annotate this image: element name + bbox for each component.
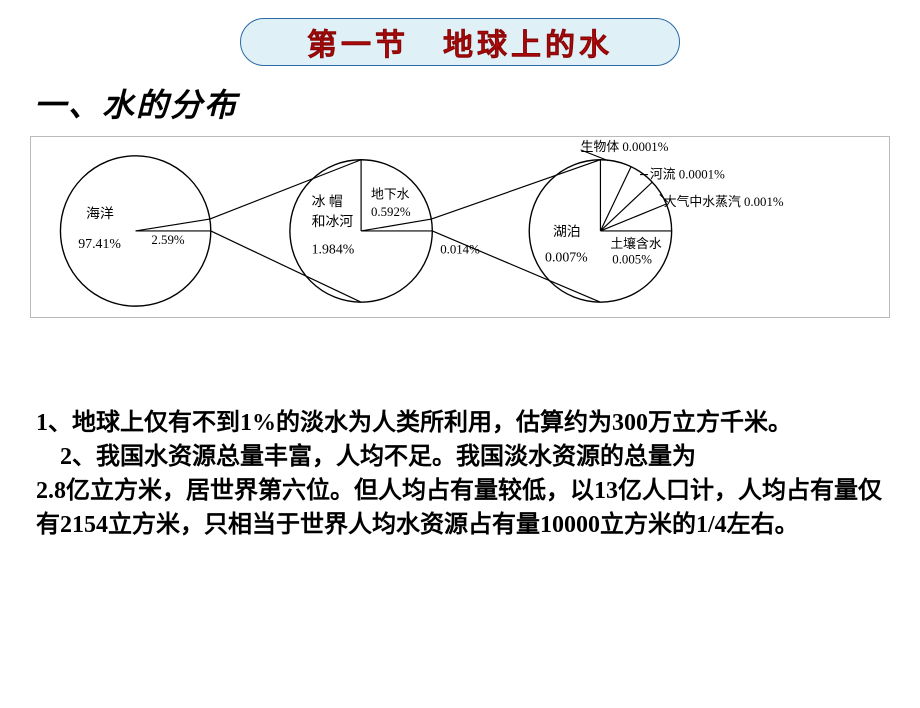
callout-bio: 生物体 0.0001% <box>581 140 669 154</box>
c2-small-value: 0.592% <box>371 205 411 219</box>
callout-river: 河流 0.0001% <box>650 168 725 182</box>
c2-small-label: 地下水 <box>371 187 410 201</box>
c3-big-label: 湖泊 <box>553 224 581 239</box>
water-distribution-diagram: 海洋 97.41% 2.59% 冰 帽 和冰河 1.984% 地下水 0.592… <box>30 136 890 318</box>
c2-outside-value: 0.014% <box>440 243 480 257</box>
c3-big-value: 0.007% <box>545 250 588 265</box>
diagram-svg: 海洋 97.41% 2.59% 冰 帽 和冰河 1.984% 地下水 0.592… <box>31 137 889 317</box>
para-2b: 2.8亿立方米，居世界第六位。但人均占有量较低，以13亿人口计，人均占有量仅有2… <box>36 474 884 542</box>
c3-soil-label: 土壤含水 <box>610 236 662 251</box>
c2-big-value: 1.984% <box>312 242 355 257</box>
lesson-title-banner: 第一节 地球上的水 <box>240 18 680 66</box>
c1-small-value: 2.59% <box>151 233 184 247</box>
c1-big-label: 海洋 <box>86 206 114 221</box>
callout-vapor: 大气中水蒸汽 0.001% <box>664 194 784 209</box>
c3-soil-value: 0.005% <box>612 253 652 267</box>
c2-big-label: 冰 帽 <box>312 194 343 209</box>
section-heading: 一、水的分布 <box>34 80 920 126</box>
body-text-block: 1、地球上仅有不到1%的淡水为人类所利用，估算约为300万立方千米。 2、我国水… <box>36 406 884 542</box>
para-1: 1、地球上仅有不到1%的淡水为人类所利用，估算约为300万立方千米。 <box>36 406 884 440</box>
c1-big-value: 97.41% <box>78 236 121 251</box>
para-2a: 2、我国水资源总量丰富，人均不足。我国淡水资源的总量为 <box>36 440 884 474</box>
lesson-title: 第一节 地球上的水 <box>307 20 613 64</box>
c2-big-label2: 和冰河 <box>312 214 354 229</box>
